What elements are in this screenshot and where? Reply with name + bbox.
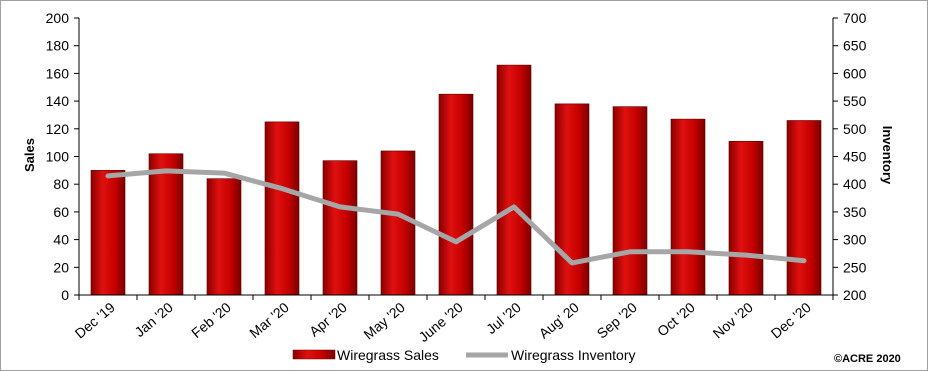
bar-wiregrass-sales	[438, 93, 474, 296]
y-tick-label: 100	[46, 149, 70, 165]
bar-wiregrass-sales	[786, 120, 822, 296]
y2-tick-label: 450	[843, 149, 867, 165]
y-tick-label: 140	[46, 93, 70, 109]
y2-tick-label: 700	[843, 10, 867, 26]
y-tick-label: 20	[53, 259, 69, 275]
legend-label-sales: Wiregrass Sales	[337, 347, 439, 363]
bar-wiregrass-sales	[380, 150, 416, 296]
y-tick-label: 80	[53, 176, 69, 192]
y2-tick-label: 350	[843, 204, 867, 220]
copyright-text: ©ACRE 2020	[834, 353, 901, 365]
bar-wiregrass-sales	[322, 160, 358, 296]
bar-wiregrass-sales	[670, 118, 706, 296]
line-wiregrass-inventory	[105, 168, 807, 266]
bar-wiregrass-sales	[90, 170, 126, 296]
bar-wiregrass-sales	[496, 64, 532, 296]
y-tick-label: 40	[53, 232, 69, 248]
bar-wiregrass-sales	[554, 103, 590, 296]
y-tick-label: 120	[46, 121, 70, 137]
y-axis-title: Sales	[22, 138, 37, 172]
bar-wiregrass-sales	[206, 178, 242, 296]
y-tick-label: 60	[53, 204, 69, 220]
bar-wiregrass-sales	[728, 140, 764, 296]
y2-tick-label: 400	[843, 176, 867, 192]
bar-wiregrass-sales	[264, 121, 300, 296]
legend: Wiregrass Sales Wiregrass Inventory	[292, 347, 635, 363]
y2-tick-label: 300	[843, 232, 867, 248]
y-tick-label: 200	[46, 10, 70, 26]
legend-label-inventory: Wiregrass Inventory	[511, 347, 635, 363]
y2-tick-label: 600	[843, 65, 867, 81]
y2-axis-title: Inventory	[880, 126, 895, 185]
y-tick-label: 180	[46, 38, 70, 54]
y2-tick-label: 200	[843, 287, 867, 303]
y2-tick-label: 550	[843, 93, 867, 109]
y2-tick-label: 500	[843, 121, 867, 137]
y2-tick-label: 250	[843, 259, 867, 275]
y-tick-label: 0	[61, 287, 69, 303]
legend-swatch-sales	[292, 349, 336, 360]
bar-wiregrass-sales	[148, 153, 184, 296]
y2-tick-label: 650	[843, 38, 867, 54]
bar-wiregrass-sales	[612, 106, 648, 296]
y-tick-label: 160	[46, 65, 70, 81]
